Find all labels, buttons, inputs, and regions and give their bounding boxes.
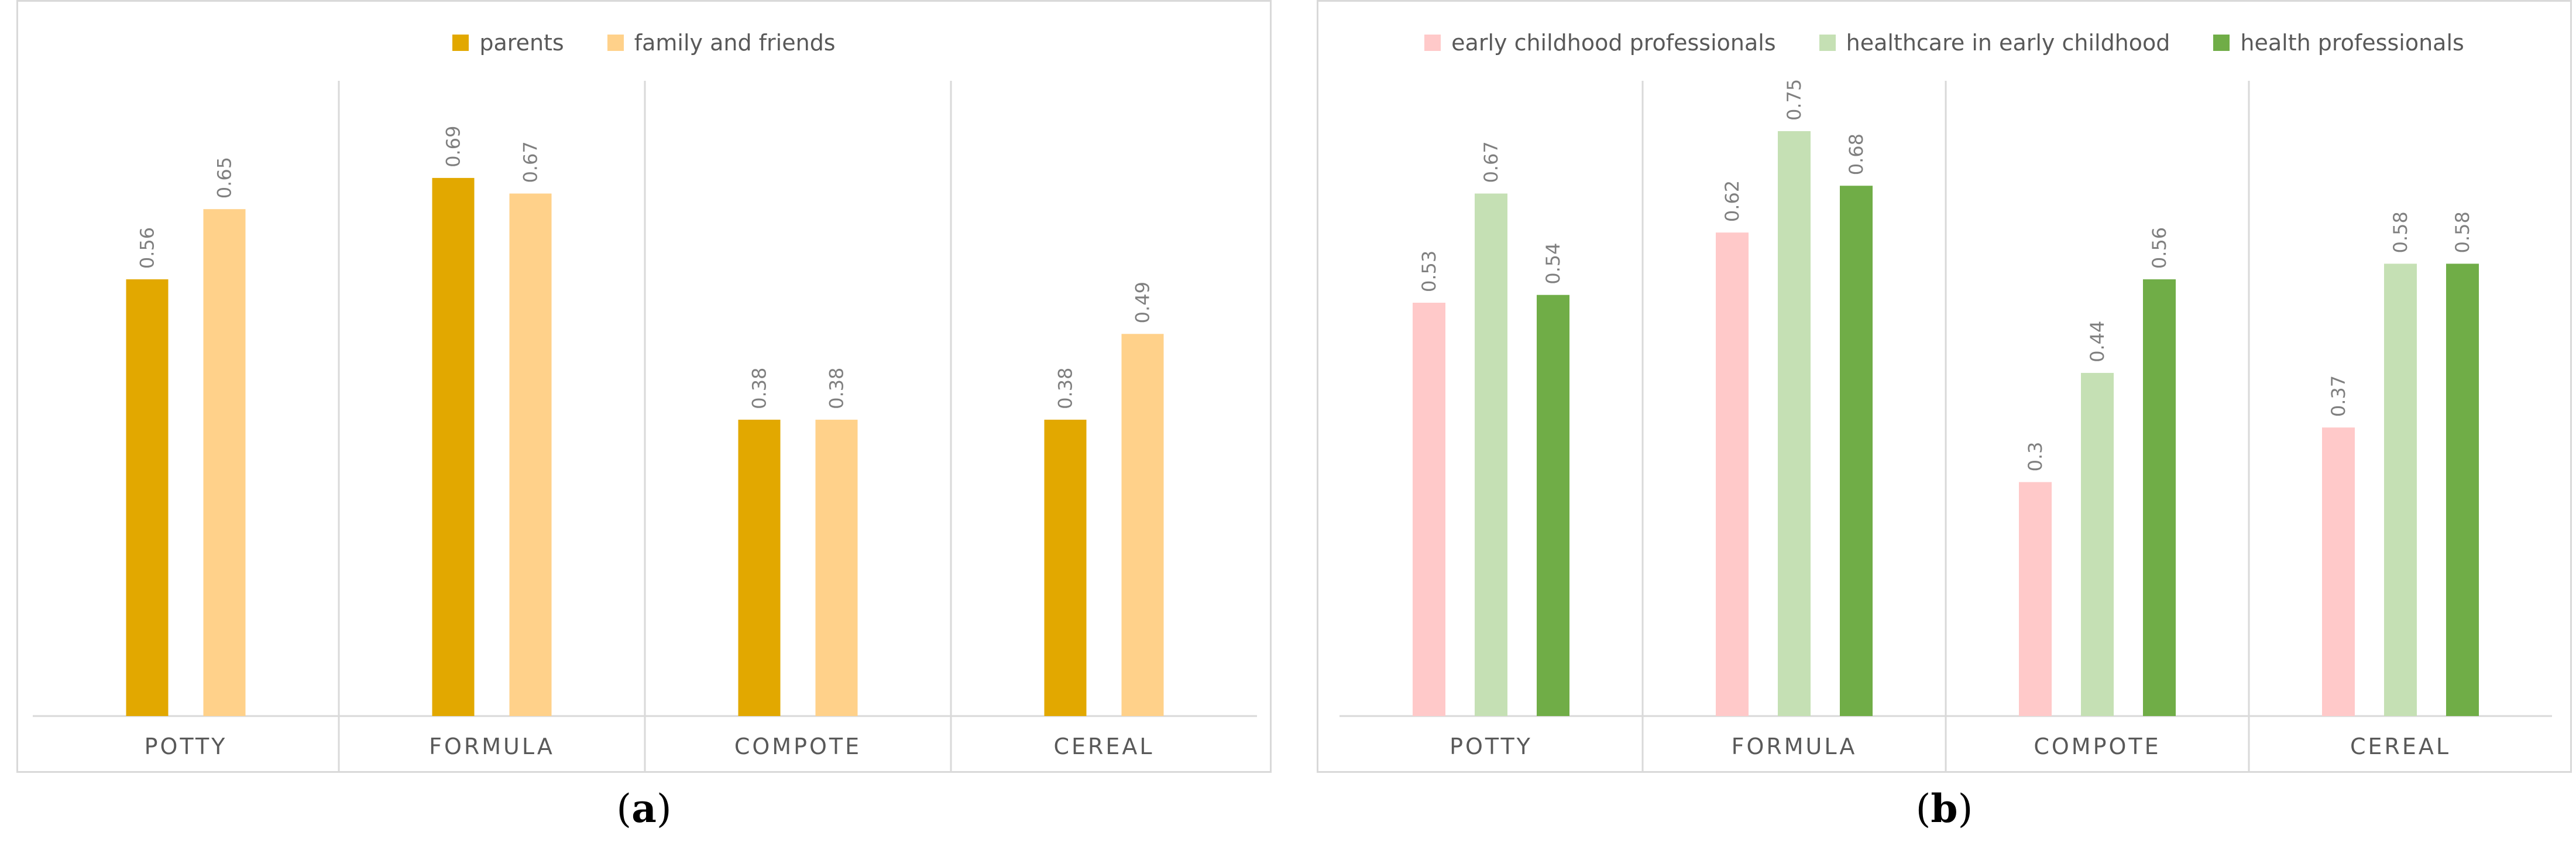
x-tick-label: FORMULA	[429, 734, 555, 759]
legend-label: parents	[479, 30, 564, 56]
legend-item-healthcare-in-early-childhood: healthcare in early childhood	[1819, 30, 2170, 56]
data-label: 0.58	[2451, 211, 2474, 253]
data-label: 0.44	[2086, 321, 2108, 362]
panel-caption-b: (b)	[1915, 786, 1973, 831]
legend-label: health professionals	[2240, 30, 2464, 56]
bar-family-and-friends-potty	[203, 209, 246, 716]
data-label: 0.3	[2024, 442, 2046, 472]
data-label: 0.58	[2389, 211, 2412, 253]
bar-parents-compote	[738, 419, 781, 716]
x-tick-label: POTTY	[145, 734, 228, 759]
x-tick-label: CEREAL	[2350, 734, 2451, 759]
bar-health-professionals-cereal	[2446, 263, 2479, 716]
legend-label: family and friends	[634, 30, 836, 56]
data-label: 0.53	[1418, 251, 1440, 292]
x-tick-label: COMPOTE	[734, 734, 861, 759]
legend-label: early childhood professionals	[1451, 30, 1776, 56]
x-tick-label: CEREAL	[1053, 734, 1154, 759]
data-label: 0.56	[2148, 227, 2170, 269]
bar-healthcare-in-early-childhood-cereal	[2384, 263, 2417, 716]
panel-caption-a: (a)	[616, 786, 672, 831]
bar-chart-b: 0.53 0.67 0.54 POTTY 0.62 0.75 0.68 FORMULA 0.3 0…	[1339, 79, 2552, 772]
bar-early-childhood-professionals-compote	[2019, 482, 2052, 716]
data-label: 0.56	[136, 227, 159, 269]
data-label: 0.37	[2327, 375, 2350, 417]
bar-health-professionals-compote	[2143, 279, 2176, 717]
bar-parents-potty	[126, 279, 169, 717]
legend-swatch-family-and-friends	[607, 35, 624, 51]
legend-item-early-childhood-professionals: early childhood professionals	[1424, 30, 1776, 56]
legend-label: healthcare in early childhood	[1846, 30, 2170, 56]
bar-parents-formula	[432, 177, 475, 716]
chart-panel-a: parents family and friends 0.56 0.65 POTTY…	[16, 0, 1272, 773]
bar-healthcare-in-early-childhood-potty	[1475, 193, 1507, 716]
panel-letter: b	[1931, 786, 1958, 831]
x-tick-label: FORMULA	[1732, 734, 1857, 759]
legend-item-health-professionals: health professionals	[2213, 30, 2464, 56]
data-label: 0.38	[1055, 368, 1077, 409]
legend-item-family-and-friends: family and friends	[607, 30, 836, 56]
legend: early childhood professionals healthcare…	[1318, 30, 2570, 56]
bar-healthcare-in-early-childhood-compote	[2081, 372, 2114, 716]
bar-family-and-friends-cereal	[1121, 334, 1164, 716]
bar-health-professionals-formula	[1840, 186, 1873, 716]
bar-early-childhood-professionals-potty	[1413, 303, 1445, 716]
chart-panel-b: early childhood professionals healthcare…	[1317, 0, 2572, 773]
data-label: 0.54	[1542, 242, 1564, 284]
data-label: 0.62	[1721, 180, 1743, 222]
data-label: 0.75	[1783, 79, 1805, 121]
x-tick-label: POTTY	[1450, 734, 1533, 759]
bar-early-childhood-professionals-cereal	[2322, 427, 2355, 716]
bar-family-and-friends-compote	[815, 419, 858, 716]
data-label: 0.67	[1480, 141, 1502, 183]
legend-item-parents: parents	[452, 30, 564, 56]
data-label: 0.68	[1845, 133, 1867, 175]
bar-chart-a: 0.56 0.65 POTTY 0.69 0.67 FORMULA 0.38 0.38 COMP…	[33, 81, 1257, 772]
legend-swatch-parents	[452, 35, 469, 51]
data-label: 0.65	[214, 157, 236, 198]
bar-early-childhood-professionals-formula	[1716, 232, 1749, 716]
legend-swatch-health-professionals	[2213, 35, 2230, 51]
bar-healthcare-in-early-childhood-formula	[1778, 131, 1811, 716]
bar-family-and-friends-formula	[509, 193, 552, 716]
legend-swatch-healthcare-in-early-childhood	[1819, 35, 1836, 51]
legend-swatch-early-childhood-professionals	[1424, 35, 1441, 51]
data-label: 0.69	[442, 126, 465, 167]
data-label: 0.38	[748, 368, 771, 409]
bar-health-professionals-potty	[1537, 294, 1569, 717]
panel-letter: a	[631, 786, 657, 831]
bar-parents-cereal	[1044, 419, 1087, 716]
data-label: 0.67	[520, 141, 542, 183]
x-tick-label: COMPOTE	[2034, 734, 2161, 759]
legend: parents family and friends	[18, 30, 1270, 56]
data-label: 0.38	[826, 368, 848, 409]
data-label: 0.49	[1132, 282, 1154, 323]
